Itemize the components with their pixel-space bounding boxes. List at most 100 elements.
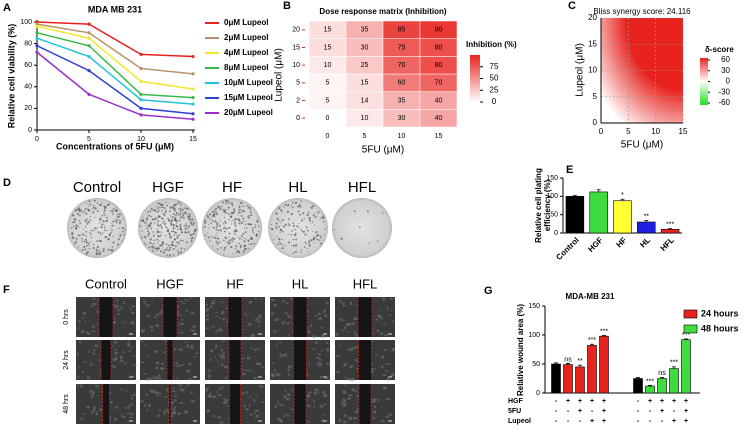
colony-speck (211, 210, 214, 213)
colony-speck (288, 224, 291, 227)
cell-label: 40 (435, 115, 443, 122)
cell-texture (184, 299, 188, 301)
colony-speck (216, 222, 219, 225)
treatment-sign: + (578, 398, 582, 405)
colony-speck (258, 231, 260, 233)
cell-texture (356, 368, 358, 370)
cell-texture (207, 375, 212, 378)
colony-speck (320, 236, 322, 239)
colony-speck (322, 216, 324, 218)
cell-texture (371, 370, 374, 373)
colony-speck (148, 224, 150, 226)
colony-speck (80, 234, 82, 236)
colony-speck (238, 205, 241, 208)
colony-speck (152, 242, 155, 245)
colony-speck (174, 203, 176, 206)
colony-speck (161, 222, 164, 224)
colony-speck (99, 222, 101, 224)
colony-speck (159, 207, 161, 209)
colony-speck (190, 240, 193, 243)
x-tick-label: 15 (435, 133, 443, 140)
cell-texture (127, 342, 130, 346)
chart-title: Bliss synergy score: 24.116 (593, 7, 691, 16)
cell-texture (356, 395, 359, 398)
colony-speck (188, 229, 190, 231)
significance-label: *** (588, 337, 596, 344)
cell-texture (369, 362, 374, 364)
colony-speck (104, 205, 107, 208)
colony-speck (219, 220, 221, 222)
cell-texture (205, 309, 208, 313)
colony-speck (225, 202, 227, 205)
colorbar-tick-label: 60 (721, 55, 730, 64)
cell-texture (86, 331, 89, 335)
cell-texture (257, 348, 260, 350)
cell-texture (211, 326, 215, 328)
colony-speck (100, 216, 102, 218)
cell-texture (310, 324, 312, 327)
cell-texture (271, 299, 275, 301)
cell-texture (223, 355, 225, 359)
panel-letter: B (283, 0, 291, 12)
y-axis-label: Relative cell plating (534, 168, 543, 243)
cell-texture (374, 367, 376, 370)
colony-speck (308, 240, 311, 243)
cell-texture (95, 385, 99, 388)
cell-texture (155, 366, 159, 370)
cell-texture (206, 387, 210, 390)
colony-speck (243, 249, 245, 252)
cell-texture (219, 327, 222, 330)
colony-speck (153, 239, 155, 241)
cell-texture (179, 401, 183, 404)
cell-texture (255, 318, 259, 321)
x-tick-label: HFL (659, 235, 676, 252)
panel-letter: D (3, 177, 11, 189)
column-label: HL (292, 276, 309, 291)
colony-speck (156, 232, 158, 234)
cell-texture (94, 344, 98, 347)
colony-speck (92, 208, 94, 210)
cell-label: 30 (361, 44, 369, 51)
colony-speck (96, 210, 99, 213)
cell-texture (119, 305, 121, 308)
colony-speck (238, 252, 241, 254)
cell-texture (143, 300, 146, 303)
cell-texture (153, 316, 157, 319)
colony-speck (86, 241, 88, 244)
cell-texture (122, 351, 125, 354)
data-point (87, 31, 91, 35)
cell-texture (285, 397, 290, 401)
colony-speck (180, 229, 183, 231)
colony-speck (317, 211, 320, 214)
cell-texture (319, 375, 323, 379)
cell-texture (182, 406, 184, 408)
colony-speck (232, 219, 234, 221)
cell-texture (166, 388, 169, 392)
cell-label: 15 (324, 27, 332, 34)
colony-speck (149, 222, 152, 225)
colony-speck (161, 227, 163, 229)
cell-texture (91, 396, 93, 399)
colony-speck (75, 226, 78, 229)
cell-texture (188, 362, 192, 366)
cell-texture (254, 377, 257, 380)
colony-speck (169, 236, 172, 239)
cell-texture (284, 389, 287, 393)
colony-speck (294, 250, 297, 253)
colony-speck (179, 207, 182, 210)
colony-speck (165, 243, 168, 246)
cell-texture (354, 410, 359, 413)
colony-speck (226, 212, 228, 215)
colony-speck (172, 247, 175, 250)
legend-swatch (683, 324, 698, 334)
cell-texture (146, 409, 149, 412)
column-label: HF (226, 276, 243, 291)
cell-texture (152, 390, 156, 394)
cell-texture (208, 372, 210, 375)
colony-speck (300, 251, 302, 253)
colony-speck (237, 236, 239, 238)
colony-speck (248, 243, 251, 246)
treatment-sign: + (660, 398, 664, 405)
significance-label: ns (564, 356, 572, 363)
colony-speck (169, 233, 171, 236)
